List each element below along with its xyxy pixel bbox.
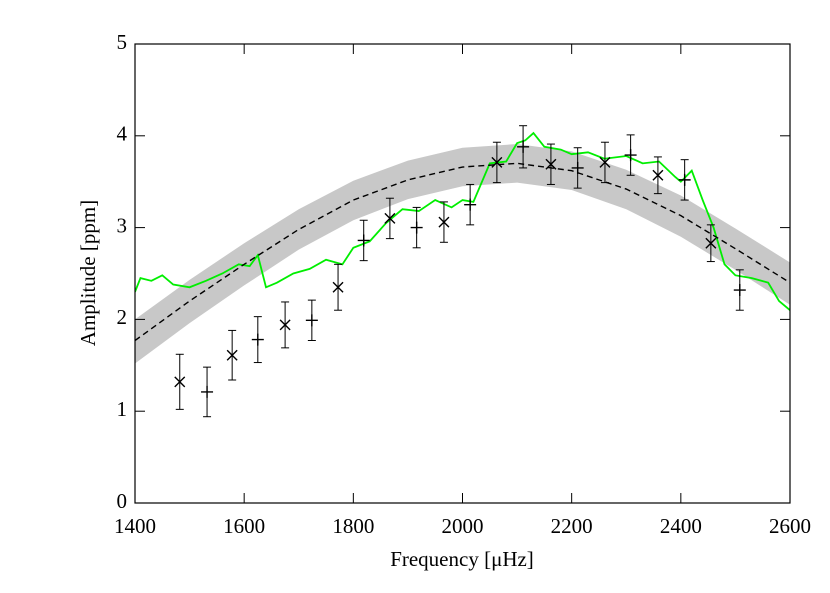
marker bbox=[332, 281, 344, 293]
marker bbox=[174, 376, 186, 388]
y-tick-label: 1 bbox=[117, 397, 128, 421]
marker bbox=[705, 237, 717, 249]
marker bbox=[624, 149, 637, 162]
marker bbox=[678, 173, 691, 186]
y-tick-label: 2 bbox=[117, 305, 128, 329]
marker bbox=[491, 156, 503, 168]
marker bbox=[733, 284, 746, 297]
x-tick-label: 1400 bbox=[114, 514, 156, 538]
marker bbox=[305, 314, 318, 327]
marker bbox=[438, 216, 450, 228]
y-tick-label: 3 bbox=[117, 213, 128, 237]
marker bbox=[279, 319, 291, 331]
marker bbox=[599, 156, 611, 168]
x-tick-label: 2200 bbox=[551, 514, 593, 538]
observed-line bbox=[135, 131, 790, 311]
marker bbox=[545, 158, 557, 170]
marker bbox=[226, 349, 238, 361]
x-tick-label: 1600 bbox=[223, 514, 265, 538]
x-tick-label: 2600 bbox=[769, 514, 811, 538]
y-axis-label: Amplitude [ppm] bbox=[76, 200, 100, 346]
y-tick-label: 5 bbox=[117, 30, 128, 54]
x-axis-label: Frequency [μHz] bbox=[390, 547, 534, 571]
marker bbox=[384, 212, 396, 224]
marker bbox=[652, 169, 664, 181]
x-tick-label: 1800 bbox=[332, 514, 374, 538]
model-line bbox=[135, 162, 790, 342]
marker bbox=[201, 385, 214, 398]
y-tick-label: 0 bbox=[117, 489, 128, 513]
x-tick-label: 2000 bbox=[442, 514, 484, 538]
uncertainty-band bbox=[135, 144, 790, 364]
marker bbox=[410, 221, 423, 234]
marker bbox=[464, 198, 477, 211]
marker bbox=[357, 234, 370, 247]
marker bbox=[251, 333, 264, 346]
y-tick-label: 4 bbox=[117, 122, 128, 146]
marker bbox=[517, 140, 530, 153]
x-tick-label: 2400 bbox=[660, 514, 702, 538]
marker bbox=[571, 161, 584, 174]
